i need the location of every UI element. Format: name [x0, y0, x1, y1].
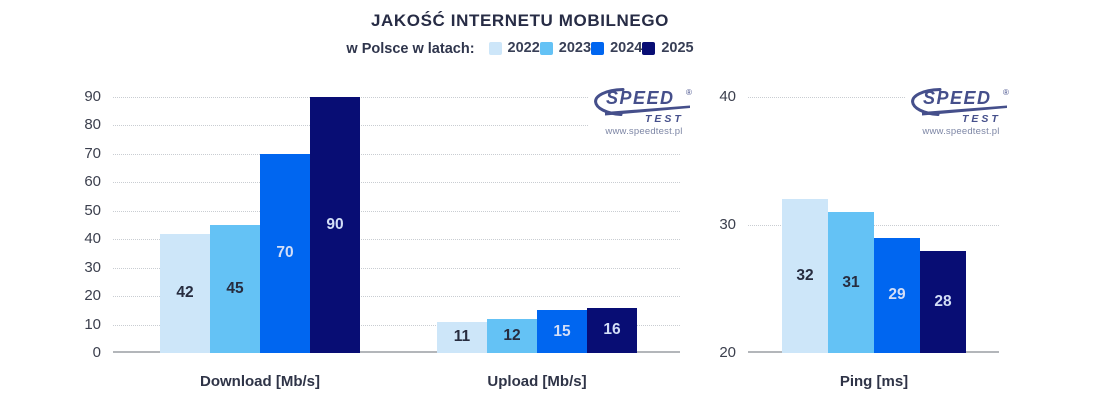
logo-brand-bottom: TEST	[962, 113, 1001, 125]
bar-2022-download: 42	[160, 233, 210, 353]
gridline	[113, 210, 680, 212]
bar-value-label: 29	[888, 286, 906, 304]
x-axis-category-label: Upload [Mb/s]	[487, 373, 587, 390]
bar-2022-upload: 11	[437, 321, 487, 353]
y-tick-label: 30	[719, 216, 736, 233]
bar-value-label: 15	[553, 322, 571, 340]
chart-header: JAKOŚĆ INTERNETU MOBILNEGO w Polsce w la…	[0, 11, 1040, 59]
y-tick-label: 60	[84, 173, 101, 191]
gridline	[113, 296, 680, 298]
gridline	[113, 239, 680, 241]
logo-registered-mark: ®	[1003, 88, 1009, 97]
bar-2023-ping: 31	[828, 212, 874, 353]
legend-item-2025: 2025	[642, 40, 694, 56]
bar-value-label: 16	[603, 321, 621, 339]
legend-swatch	[539, 41, 553, 55]
bar-2025-download: 90	[310, 97, 360, 353]
bar-2025-ping: 28	[920, 250, 966, 353]
y-tick-label: 10	[84, 315, 101, 333]
gridline	[113, 324, 680, 326]
bar-value-label: 32	[796, 267, 814, 285]
y-tick-label: 50	[84, 201, 101, 219]
gridline	[748, 97, 999, 98]
chart-title: JAKOŚĆ INTERNETU MOBILNEGO	[370, 11, 669, 30]
legend-swatch	[488, 41, 502, 55]
logo-brand-top: SPEED	[606, 88, 675, 108]
speedtest-logo: SPEED TEST ® www.speedtest.pl	[905, 87, 1017, 137]
chart-subtitle-row: w Polsce w latach: 2022 2023 2024 2025	[0, 40, 1040, 59]
y-tick-label: 30	[84, 258, 101, 276]
y-tick-label: 40	[84, 230, 101, 248]
speedtest-logo-icon: SPEED TEST ®	[911, 88, 1009, 125]
legend-item-2023: 2023	[539, 40, 592, 56]
logo-swoosh-underline	[605, 105, 690, 116]
legend-year-label: 2025	[661, 40, 694, 56]
subtitle-prefix: w Polsce w latach:	[346, 41, 475, 58]
bar-2024-ping: 29	[874, 237, 920, 353]
speedtest-url: www.speedtest.pl	[922, 126, 1000, 137]
legend-item-2024: 2024	[591, 40, 642, 56]
bar-value-label: 11	[453, 328, 471, 346]
bar-2024-upload: 15	[537, 310, 587, 353]
x-axis-category-label: Download [Mb/s]	[200, 373, 320, 390]
y-tick-label: 90	[84, 88, 101, 105]
legend-year-label: 2023	[558, 40, 592, 56]
x-axis-category-label: Ping [ms]	[839, 373, 909, 390]
legend: 2022 2023 2024 2025	[488, 40, 694, 59]
bar-value-label: 45	[226, 280, 244, 297]
legend-item-2022: 2022	[488, 40, 540, 56]
bar-value-label: 28	[934, 292, 952, 310]
y-tick-label: 20	[84, 287, 101, 305]
y-tick-label: 80	[84, 116, 101, 134]
speedtest-logo-icon: SPEED TEST ®	[594, 88, 692, 125]
bar-2023-upload: 12	[487, 318, 537, 353]
bar-value-label: 70	[276, 244, 294, 262]
bar-2025-upload: 16	[587, 307, 637, 353]
y-tick-label: 20	[719, 344, 736, 361]
logo-swoosh-underline	[922, 105, 1007, 116]
legend-swatch	[591, 41, 605, 55]
gridline	[113, 267, 680, 269]
plot-area: 32 31 29 28	[748, 97, 999, 353]
logo-registered-mark: ®	[686, 88, 692, 97]
bar-value-label: 42	[176, 284, 194, 302]
gridline	[113, 125, 680, 127]
bar-value-label: 90	[326, 216, 344, 233]
bar-2022-ping: 32	[782, 199, 828, 353]
bar-value-label: 12	[503, 326, 521, 344]
legend-year-label: 2024	[610, 40, 643, 56]
speedtest-url: www.speedtest.pl	[605, 126, 683, 137]
bar-2024-download: 70	[260, 153, 310, 353]
gridline	[113, 153, 680, 155]
gridline	[113, 97, 680, 98]
legend-year-label: 2022	[507, 40, 540, 56]
logo-brand-bottom: TEST	[645, 113, 684, 125]
x-axis-line	[113, 351, 680, 353]
speedtest-logo: SPEED TEST ® www.speedtest.pl	[588, 87, 700, 137]
y-tick-label: 70	[84, 144, 101, 162]
y-tick-label: 40	[719, 88, 736, 105]
gridline	[113, 182, 680, 184]
bar-2023-download: 45	[210, 225, 260, 353]
y-tick-label: 0	[92, 344, 101, 361]
bar-value-label: 31	[842, 273, 860, 291]
plot-area: 42 45 70 90 11 12 15 16	[113, 97, 680, 353]
logo-brand-top: SPEED	[923, 88, 992, 108]
legend-swatch	[642, 41, 656, 55]
